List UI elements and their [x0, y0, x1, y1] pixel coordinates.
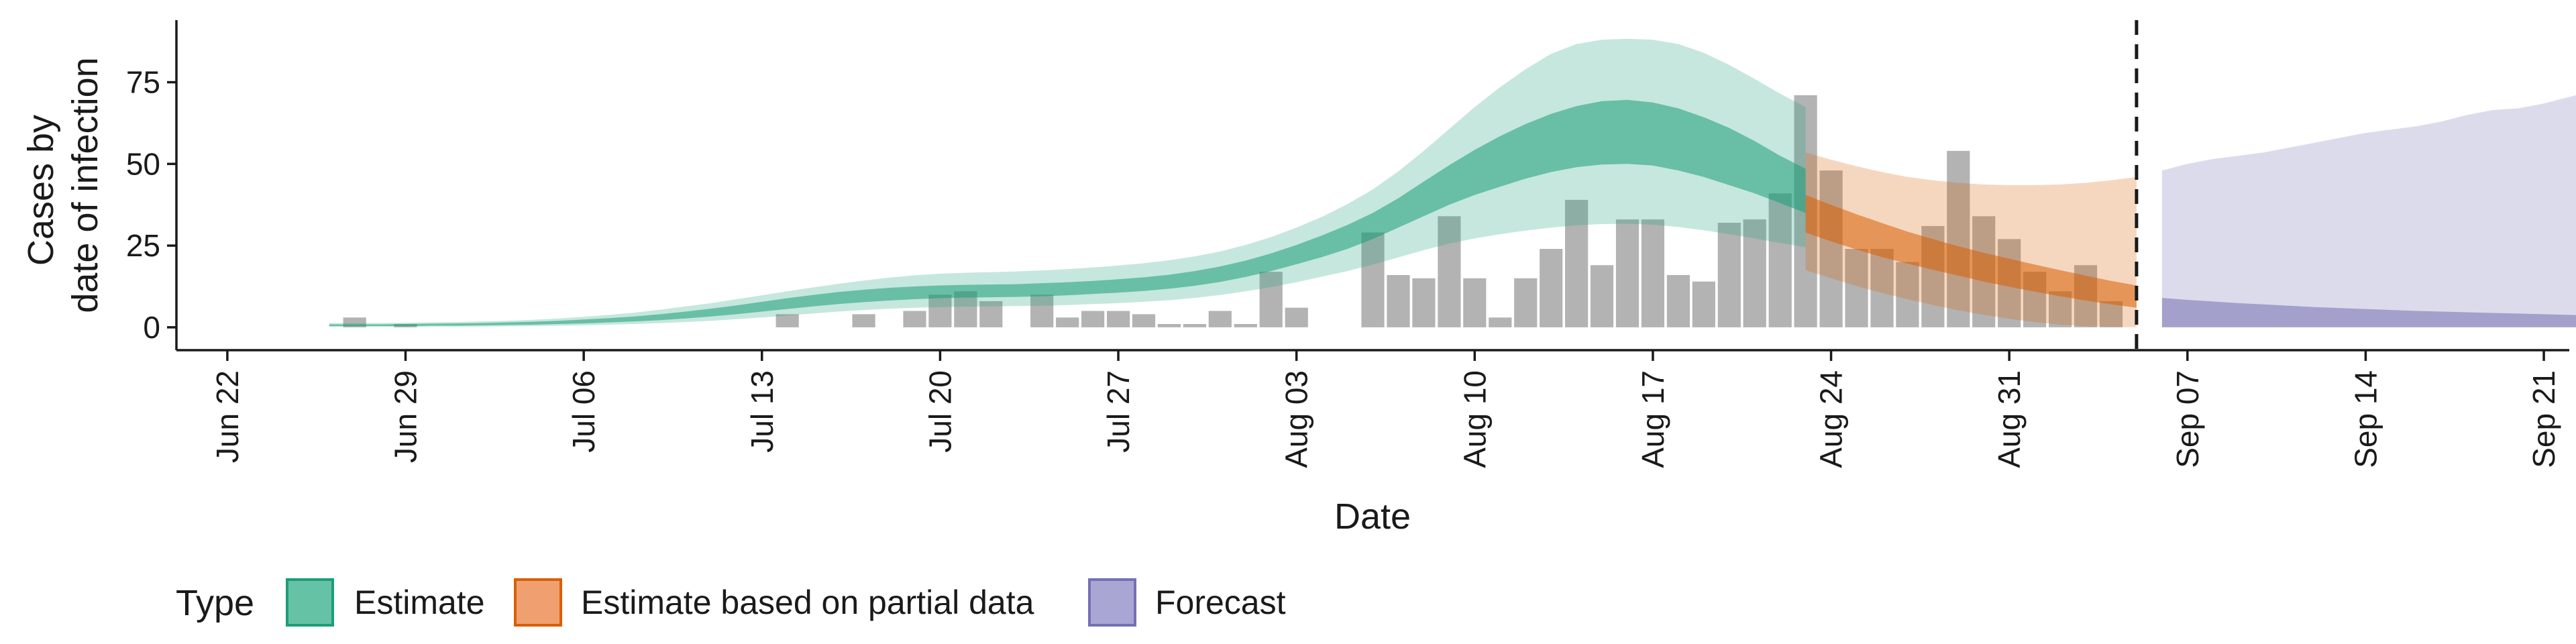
- legend-label-estimate-partial: Estimate based on partial data: [581, 584, 1034, 621]
- x-tick-label: Jun 29: [388, 370, 423, 463]
- case-bar: [1056, 317, 1079, 327]
- x-axis-title: Date: [1334, 496, 1411, 537]
- case-bar: [1387, 275, 1410, 327]
- x-tick-label: Sep 07: [2170, 370, 2205, 468]
- case-bar: [1081, 311, 1105, 327]
- legend-title: Type: [176, 583, 254, 623]
- x-tick-label: Jul 06: [566, 370, 601, 453]
- case-bar: [1870, 249, 1894, 327]
- estimate-band-50: [329, 99, 1806, 326]
- y-axis-title-line-2: date of infection: [65, 57, 105, 313]
- legend-key-estimate: [286, 578, 334, 627]
- x-tick-label: Jun 22: [210, 370, 245, 463]
- case-bar: [1717, 223, 1741, 327]
- y-axis-title: Cases by date of infection: [21, 57, 105, 313]
- case-bar: [1361, 232, 1385, 327]
- case-bar: [1565, 199, 1589, 327]
- case-bar: [1438, 216, 1461, 327]
- x-tick-label: Aug 24: [1814, 370, 1849, 468]
- case-bar: [1743, 219, 1766, 327]
- case-bar: [979, 301, 1003, 327]
- x-tick-label: Aug 17: [1635, 370, 1670, 468]
- case-bar: [1157, 324, 1181, 327]
- case-bar: [2099, 301, 2123, 327]
- case-bar: [1489, 317, 1512, 327]
- case-bar: [1896, 262, 1919, 327]
- case-bar: [1540, 249, 1563, 327]
- y-tick-label: 0: [143, 310, 160, 345]
- case-bar: [1412, 278, 1436, 327]
- x-tick-label: Jul 20: [922, 370, 957, 453]
- legend-key-forecast: [1088, 578, 1136, 627]
- x-tick-label: Aug 03: [1279, 370, 1314, 468]
- case-bar: [775, 314, 799, 327]
- case-bar: [1285, 307, 1308, 327]
- case-bar: [1107, 311, 1130, 327]
- forecast-band-90: [2161, 95, 2576, 327]
- case-bar: [1208, 311, 1232, 327]
- x-tick-label: Aug 31: [1992, 370, 2027, 468]
- estimate-partial-band-50: [1805, 195, 2137, 308]
- case-bar: [1768, 193, 1792, 327]
- case-bar: [1183, 324, 1206, 327]
- x-tick-label: Jul 27: [1101, 370, 1136, 453]
- legend-label-forecast: Forecast: [1155, 584, 1286, 621]
- forecast-band-50: [2161, 298, 2576, 327]
- plot-panel: Jun 22 Jun 29 Jul 06 Jul 13 Jul 20 Jul 27 Aug …: [126, 20, 2576, 468]
- case-bar: [1234, 324, 1257, 327]
- case-bar: [1514, 278, 1538, 327]
- legend: Type Estimate Estimate based on partial …: [176, 578, 1286, 627]
- case-bar: [852, 314, 875, 327]
- x-tick-label: Sep 14: [2348, 370, 2383, 468]
- case-bar: [1845, 249, 1868, 327]
- case-bar: [1692, 281, 1715, 327]
- x-tick-label: Aug 10: [1457, 370, 1492, 468]
- y-axis-title-line-1: Cases by: [21, 115, 61, 266]
- case-bar: [1259, 272, 1283, 327]
- x-axis-ticks: Jun 22 Jun 29 Jul 06 Jul 13 Jul 20 Jul 27 Aug …: [210, 350, 2561, 468]
- case-bar: [1463, 278, 1487, 327]
- case-bar: [1666, 275, 1690, 327]
- case-bar: [1615, 219, 1640, 327]
- legend-key-estimate-partial: [514, 578, 562, 627]
- case-bar: [928, 294, 952, 327]
- case-bar: [903, 311, 926, 327]
- legend-label-estimate: Estimate: [354, 584, 485, 621]
- case-bar: [1947, 150, 1970, 327]
- case-bar: [1132, 314, 1156, 327]
- y-axis-ticks: 0 25 50 75: [126, 65, 176, 345]
- x-tick-label: Jul 13: [745, 370, 780, 453]
- ribbons: [329, 38, 2576, 327]
- case-bar: [1641, 219, 1664, 327]
- case-bar: [1030, 294, 1054, 327]
- y-tick-label: 25: [126, 228, 160, 263]
- y-tick-label: 50: [126, 146, 160, 181]
- case-bar: [1590, 265, 1614, 327]
- y-tick-label: 75: [126, 65, 160, 100]
- case-bar: [1819, 170, 1843, 327]
- x-tick-label: Sep 21: [2526, 370, 2561, 468]
